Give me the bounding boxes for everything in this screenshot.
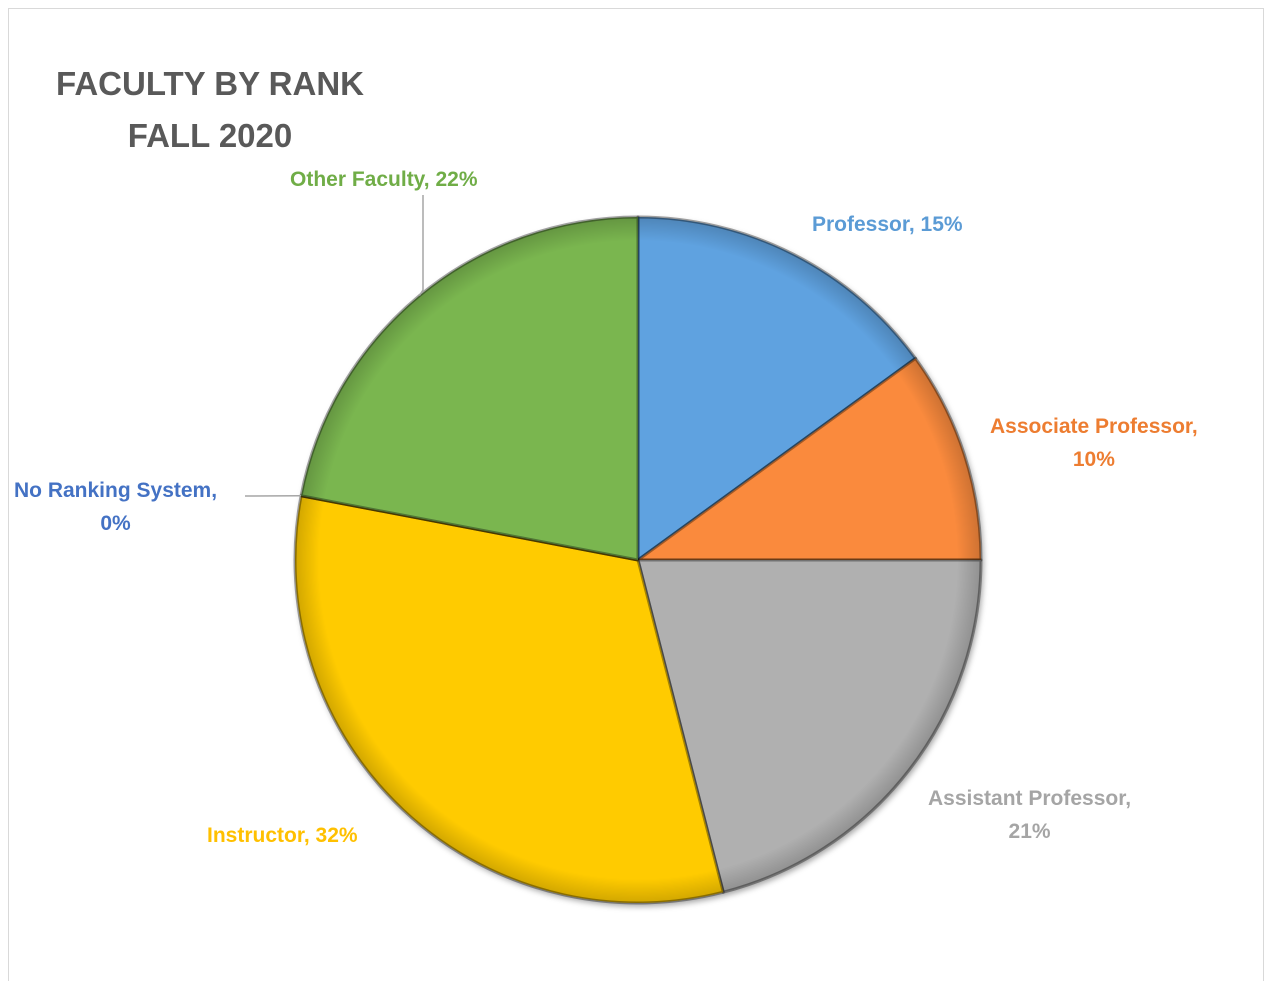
chart-title: FACULTY BY RANK FALL 2020: [30, 58, 390, 162]
data-label-text: Instructor, 32%: [207, 824, 358, 847]
data-label-text: No Ranking System,: [14, 479, 218, 502]
data-label-associate-professor: Associate Professor, 10%: [990, 410, 1198, 476]
data-label-no-ranking-system: No Ranking System, 0%: [14, 474, 217, 540]
data-label-text: 21%: [1008, 820, 1051, 843]
data-label-text: Assistant Professor,: [928, 787, 1132, 810]
data-label-text: Other Faculty, 22%: [290, 168, 478, 191]
data-label-text: 10%: [1072, 448, 1115, 471]
data-label-text: Associate Professor,: [990, 415, 1198, 438]
data-label-professor: Professor, 15%: [812, 208, 963, 241]
chart-title-line: FACULTY BY RANK: [55, 65, 365, 102]
chart-subtitle-line: FALL 2020: [127, 117, 293, 154]
data-label-instructor: Instructor, 32%: [207, 819, 358, 852]
data-label-text: Professor, 15%: [812, 213, 963, 236]
leader-line-other-faculty: [418, 195, 424, 297]
data-label-assistant-professor: Assistant Professor, 21%: [928, 782, 1131, 848]
data-label-other-faculty: Other Faculty, 22%: [290, 163, 478, 196]
data-label-text: 0%: [100, 512, 131, 535]
pie-bevel: [295, 217, 981, 903]
